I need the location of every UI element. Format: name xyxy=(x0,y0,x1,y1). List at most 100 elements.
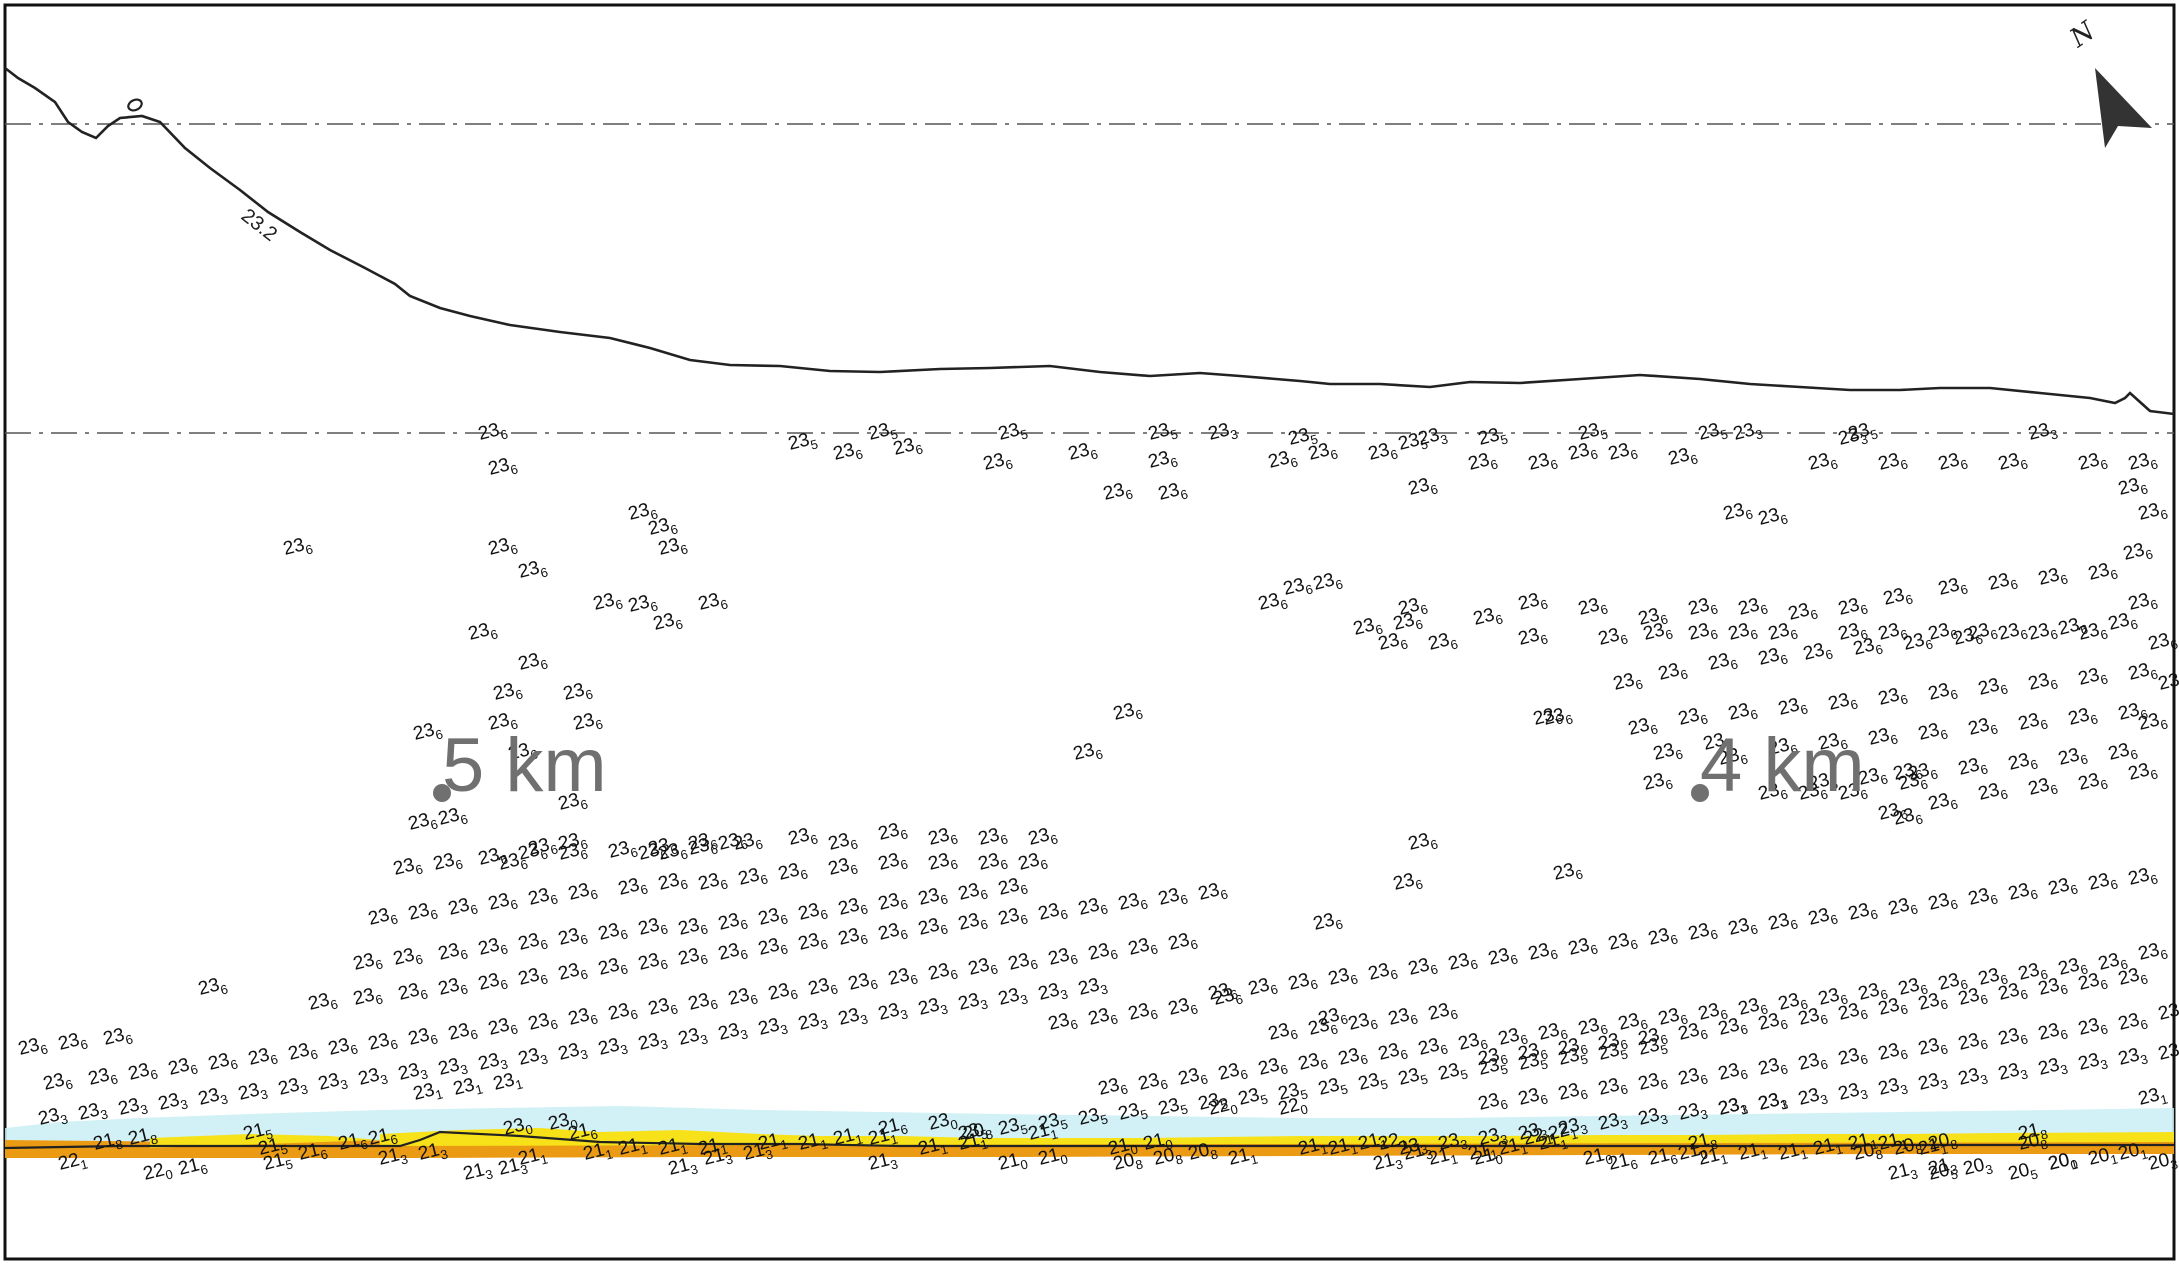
sounding-label: 236 xyxy=(1286,968,1319,998)
sounding-label: 236 xyxy=(1816,728,1849,758)
sounding-label: 236 xyxy=(1856,763,1889,793)
sounding-label: 236 xyxy=(2056,953,2089,983)
sounding-label: 236 xyxy=(516,556,549,586)
sounding-label: 236 xyxy=(2046,873,2079,903)
sounding-label: 236 xyxy=(436,973,469,1003)
sounding-label: 236 xyxy=(1126,933,1159,963)
sounding-label: 236 xyxy=(1156,883,1189,913)
sounding-label: 236 xyxy=(1296,1048,1329,1078)
sounding-label: 236 xyxy=(1996,618,2029,648)
sounding-label: 236 xyxy=(2136,498,2169,528)
sounding-label: 236 xyxy=(836,923,869,953)
sounding-label: 215 xyxy=(256,1133,289,1163)
sounding-label: 220 xyxy=(1276,1093,1309,1123)
sounding-label: 236 xyxy=(1956,983,1989,1013)
sounding-label: 236 xyxy=(1416,1033,1449,1063)
sounding-label: 233 xyxy=(196,1083,229,1113)
sounding-label: 210 xyxy=(1581,1143,1614,1173)
sounding-label: 211 xyxy=(1026,1118,1059,1148)
sounding-label: 236 xyxy=(926,848,959,878)
sounding-label: 236 xyxy=(1776,988,1809,1018)
sounding-label: 236 xyxy=(1146,446,1179,476)
sounding-label: 230 xyxy=(546,1108,579,1138)
sounding-label: 235 xyxy=(1356,1068,1389,1098)
sounding-label: 236 xyxy=(486,533,519,563)
sounding-label: 236 xyxy=(1466,448,1499,478)
sounding-label: 236 xyxy=(1716,1058,1749,1088)
sounding-label: 236 xyxy=(1611,668,1644,698)
sounding-label: 236 xyxy=(1576,1013,1609,1043)
sounding-label: 236 xyxy=(596,953,629,983)
sounding-label: 236 xyxy=(2106,738,2139,768)
sounding-label: 236 xyxy=(1756,503,1789,533)
sounding-label: 236 xyxy=(1876,683,1909,713)
sounding-label: 236 xyxy=(591,588,624,618)
contour-label: 23.2 xyxy=(237,205,281,246)
sounding-label: 236 xyxy=(2121,538,2154,568)
sounding-label: 211 xyxy=(696,1133,729,1163)
sounding-label: 236 xyxy=(1066,438,1099,468)
sounding-label: 236 xyxy=(2146,628,2179,658)
sounding-label: 236 xyxy=(1641,768,1674,798)
sounding-label: 236 xyxy=(391,853,424,883)
sounding-label: 235 xyxy=(1516,1048,1549,1078)
distance-marker-label: 4 km xyxy=(1700,723,1865,808)
sounding-label: 211 xyxy=(1356,1128,1389,1158)
sounding-label: 236 xyxy=(486,1013,519,1043)
sounding-label: 213 xyxy=(376,1143,409,1173)
sounding-label: 236 xyxy=(1376,628,1409,658)
sounding-label: 236 xyxy=(716,938,749,968)
sounding-label: 236 xyxy=(1986,568,2019,598)
sounding-label: 236 xyxy=(2116,1008,2149,1038)
sounding-label: 235 xyxy=(1476,423,1509,453)
sounding-label: 235 xyxy=(1846,418,1879,448)
sounding-label: 211 xyxy=(866,1123,899,1153)
sounding-label: 236 xyxy=(1836,593,1869,623)
sounding-label: 236 xyxy=(1846,898,1879,928)
sounding-label: 236 xyxy=(306,988,339,1018)
sounding-label: 221 xyxy=(56,1148,89,1178)
sounding-label: 236 xyxy=(1966,883,1999,913)
sounding-label: 236 xyxy=(1336,1043,1369,1073)
sounding-label: 221 xyxy=(1521,1123,1554,1153)
sounding-label: 236 xyxy=(2026,773,2059,803)
sounding-label: 236 xyxy=(1996,978,2029,1008)
sounding-label: 236 xyxy=(2076,768,2109,798)
sounding-label: 236 xyxy=(1566,933,1599,963)
sounding-label: 210 xyxy=(1106,1133,1139,1163)
sounding-label: 236 xyxy=(2076,1013,2109,1043)
sounding-label: 236 xyxy=(1516,623,1549,653)
sounding-label: 235 xyxy=(956,1118,989,1148)
sounding-label: 236 xyxy=(1926,618,1959,648)
sounding-label: 236 xyxy=(796,898,829,928)
sounding-label: 236 xyxy=(1426,628,1459,658)
sounding-label: 236 xyxy=(1976,673,2009,703)
sounding-label: 236 xyxy=(876,848,909,878)
sounding-label: 236 xyxy=(571,708,604,738)
sounding-label: 236 xyxy=(2066,703,2099,733)
sounding-label: 236 xyxy=(956,878,989,908)
sounding-label: 233 xyxy=(796,1008,829,1038)
sounding-label: 236 xyxy=(2126,758,2159,788)
sounding-label: 205 xyxy=(2006,1158,2039,1188)
sounding-label: 233 xyxy=(1396,1133,1429,1163)
sounding-label: 233 xyxy=(1556,1113,1589,1143)
sounding-label: 233 xyxy=(1596,1108,1629,1138)
sounding-label: 236 xyxy=(2036,1018,2069,1048)
sounding-label: 213 xyxy=(741,1138,774,1168)
sounding-label: 203 xyxy=(2146,1148,2179,1178)
sounding-label: 213 xyxy=(701,1143,734,1173)
sounding-label: 236 xyxy=(1456,1028,1489,1058)
sounding-label: 216 xyxy=(876,1113,909,1143)
sounding-label: 236 xyxy=(1641,618,1674,648)
distance-marker-label: 5 km xyxy=(442,723,607,808)
sounding-label: 236 xyxy=(2006,878,2039,908)
sounding-label: 233 xyxy=(916,993,949,1023)
sounding-label: 236 xyxy=(1696,998,1729,1028)
sounding-label: 236 xyxy=(1876,798,1909,828)
sounding-label: 233 xyxy=(1916,1068,1949,1098)
sounding-label: 236 xyxy=(466,618,499,648)
sounding-label: 236 xyxy=(1531,703,1564,733)
